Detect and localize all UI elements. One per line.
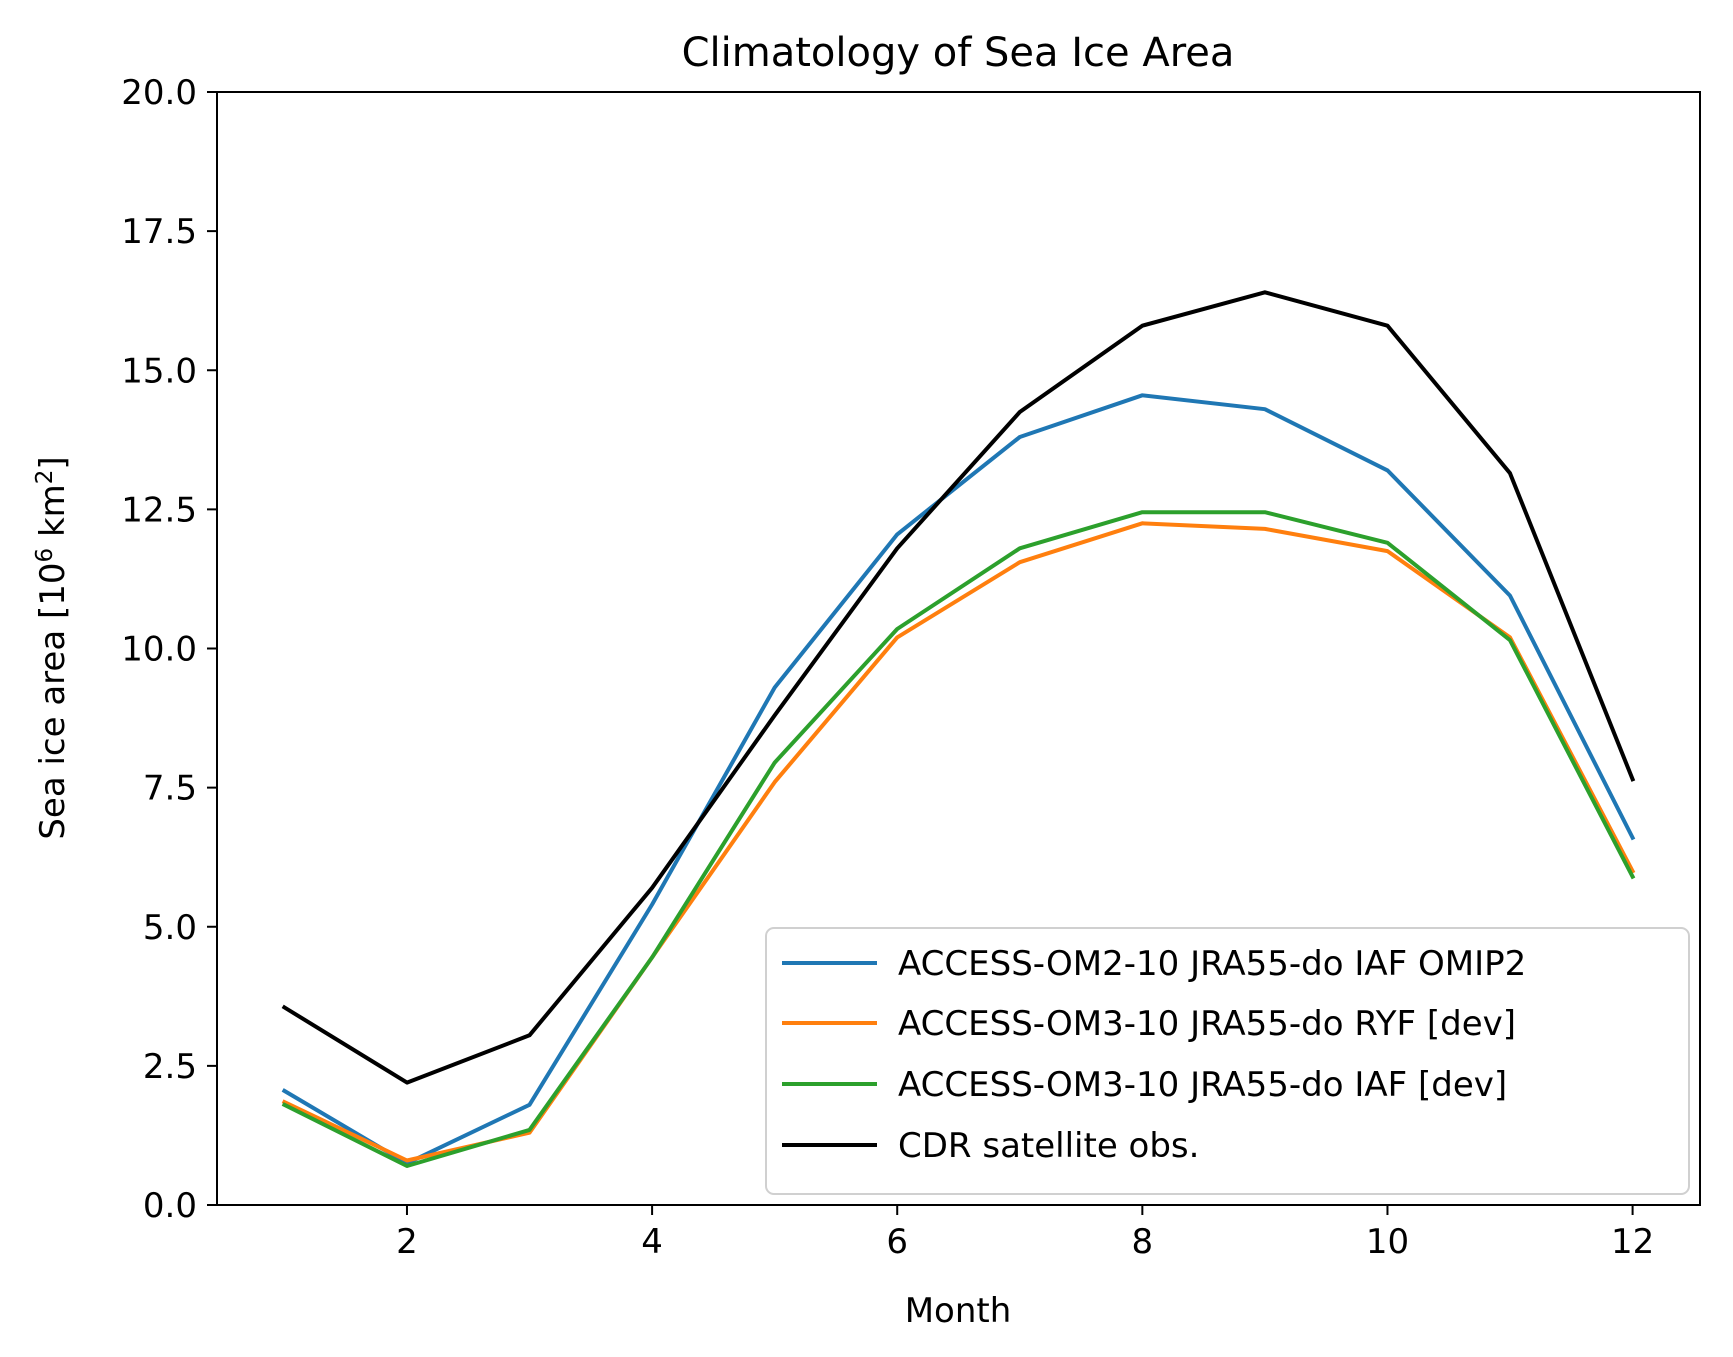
series-line-1 bbox=[281, 393, 1636, 1166]
series-line-3 bbox=[281, 510, 1636, 1168]
x-tick-label: 8 bbox=[1132, 1222, 1154, 1262]
y-tick-label: 0.0 bbox=[143, 1186, 197, 1226]
y-tick-label: 5.0 bbox=[143, 908, 197, 948]
y-tick-label: 10.0 bbox=[121, 630, 197, 670]
y-tick-label: 12.5 bbox=[121, 490, 197, 530]
y-label-part: km bbox=[33, 484, 73, 548]
ticks-layer: 2 4 6 8 10 12 0.0 2.5 5.0 7.5 10.0 12.5 15.0 17.5 20.0 bbox=[121, 73, 1654, 1262]
x-tick-label: 10 bbox=[1366, 1222, 1409, 1262]
x-tick-label: 2 bbox=[396, 1222, 418, 1262]
y-tick-label: 20.0 bbox=[121, 73, 197, 113]
x-tick-label: 6 bbox=[886, 1222, 908, 1262]
legend-label: ACCESS-OM3-10 JRA55-do RYF [dev] bbox=[898, 1004, 1516, 1044]
y-axis-label: Sea ice area [106 km2] bbox=[32, 456, 73, 839]
series-line-4 bbox=[281, 290, 1636, 1085]
legend-label: CDR satellite obs. bbox=[898, 1126, 1199, 1166]
x-axis-label: Month bbox=[905, 1291, 1012, 1331]
legend-box bbox=[765, 927, 1690, 1195]
x-tick-label: 12 bbox=[1611, 1222, 1654, 1262]
chart-title: Climatology of Sea Ice Area bbox=[682, 30, 1235, 76]
y-label-part: Sea ice area [10 bbox=[33, 563, 73, 840]
legend-entries: ACCESS-OM2-10 JRA55-do IAF OMIP2 ACCESS-O… bbox=[782, 944, 1526, 1166]
y-label-exponent: 2 bbox=[32, 470, 58, 485]
y-label-part: ] bbox=[33, 456, 73, 469]
plot-frame bbox=[216, 91, 1701, 1206]
x-tick-label: 4 bbox=[641, 1222, 663, 1262]
legend-label: ACCESS-OM2-10 JRA55-do IAF OMIP2 bbox=[898, 944, 1526, 984]
legend: ACCESS-OM2-10 JRA55-do IAF OMIP2 ACCESS-O… bbox=[765, 927, 1690, 1195]
y-tick-label: 15.0 bbox=[121, 351, 197, 391]
y-tick-label: 2.5 bbox=[143, 1047, 197, 1087]
y-label-exponent: 6 bbox=[32, 548, 58, 563]
series-layer bbox=[281, 290, 1636, 1168]
legend-label: ACCESS-OM3-10 JRA55-do IAF [dev] bbox=[898, 1065, 1507, 1105]
y-tick-label: 17.5 bbox=[121, 212, 197, 252]
y-tick-label: 7.5 bbox=[143, 769, 197, 809]
